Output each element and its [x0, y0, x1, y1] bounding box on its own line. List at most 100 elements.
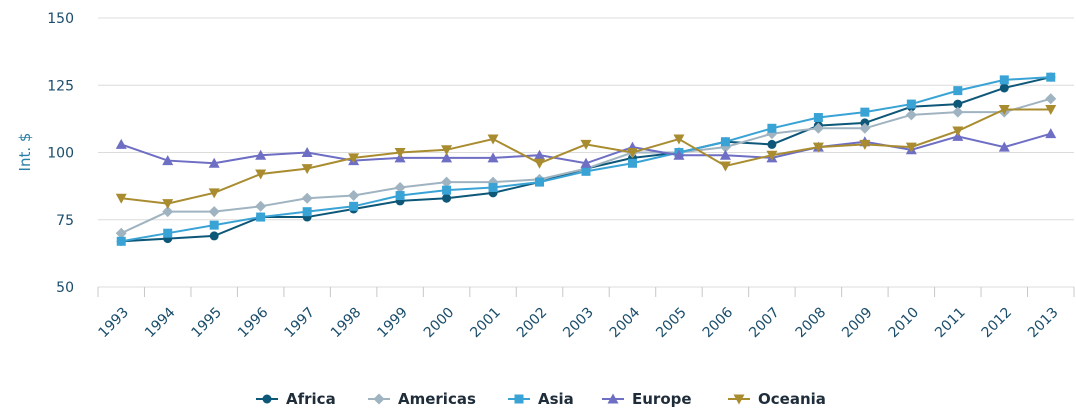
data-point-asia: [767, 123, 777, 133]
data-point-asia: [209, 220, 219, 230]
data-point-europe: [487, 152, 499, 163]
data-point-asia: [302, 207, 312, 217]
x-tick-label: 2010: [886, 305, 923, 342]
data-point-europe: [441, 152, 453, 163]
x-tick-label: 2008: [793, 305, 830, 342]
data-point-oceania: [115, 193, 127, 204]
data-point-oceania: [1045, 104, 1057, 115]
series-oceania: [115, 104, 1057, 210]
data-point-africa: [953, 99, 963, 109]
legend-item-oceania[interactable]: Oceania: [728, 390, 826, 408]
x-tick-label: 2004: [607, 304, 644, 341]
legend-item-africa[interactable]: Africa: [256, 390, 336, 408]
data-point-americas: [859, 122, 871, 134]
data-point-americas: [905, 109, 917, 121]
data-point-asia: [581, 166, 591, 176]
data-point-oceania: [626, 148, 638, 158]
data-point-oceania: [441, 145, 453, 156]
y-tick-label: 125: [47, 78, 74, 94]
x-tick-label: 2006: [700, 304, 737, 341]
data-point-africa: [209, 231, 219, 241]
x-tick-label: 2000: [421, 305, 458, 342]
x-tick-label: 2011: [932, 305, 969, 342]
data-point-americas: [255, 200, 267, 212]
data-point-asia: [488, 182, 498, 192]
data-point-oceania: [301, 164, 313, 175]
data-point-asia: [953, 86, 963, 96]
legend-item-europe[interactable]: Europe: [602, 390, 692, 408]
legend-label: Asia: [538, 390, 574, 408]
data-point-asia: [395, 191, 405, 201]
x-tick-label: 2012: [979, 305, 1016, 342]
data-point-oceania: [580, 139, 592, 150]
data-point-oceania: [255, 169, 267, 180]
data-point-oceania: [952, 126, 964, 137]
y-tick-label: 75: [56, 213, 74, 229]
legend-marker: [607, 393, 619, 404]
x-tick-label: 1998: [328, 305, 365, 342]
data-point-europe: [580, 157, 592, 168]
legend-label: Europe: [632, 390, 692, 408]
data-point-europe: [719, 149, 731, 160]
data-point-oceania: [905, 142, 917, 153]
series-asia: [116, 72, 1056, 246]
legend-marker: [262, 394, 272, 404]
data-point-oceania: [719, 161, 731, 172]
data-point-asia: [116, 236, 126, 246]
data-point-asia: [256, 212, 266, 222]
data-point-asia: [1046, 72, 1056, 82]
data-point-europe: [673, 149, 685, 160]
x-tick-label: 2009: [839, 305, 876, 342]
y-tick-label: 100: [47, 146, 74, 162]
data-point-americas: [301, 192, 313, 204]
data-point-oceania: [859, 139, 871, 150]
legend-label: Americas: [398, 390, 476, 408]
x-tick-label: 2003: [560, 305, 597, 342]
data-point-europe: [998, 141, 1010, 152]
data-point-europe: [534, 149, 546, 160]
data-point-asia: [442, 185, 452, 195]
legend-marker: [733, 394, 745, 405]
x-tick-label: 2002: [514, 305, 551, 342]
x-tick-label: 1999: [374, 305, 411, 342]
x-tick-label: 1997: [281, 305, 318, 342]
data-point-europe: [301, 147, 313, 157]
data-point-asia: [720, 137, 730, 147]
data-point-oceania: [208, 188, 220, 199]
x-tick-label: 1993: [96, 305, 133, 342]
data-point-asia: [535, 177, 545, 187]
data-point-africa: [442, 193, 452, 203]
series-layer: [115, 72, 1057, 246]
data-point-asia: [349, 201, 359, 211]
data-point-americas: [812, 122, 824, 134]
data-point-americas: [162, 206, 174, 218]
data-point-asia: [860, 107, 870, 117]
data-point-asia: [163, 228, 173, 238]
x-tick-label: 2007: [746, 305, 783, 342]
data-point-oceania: [998, 104, 1010, 115]
data-point-asia: [813, 113, 823, 123]
data-point-oceania: [766, 150, 778, 161]
y-axis-title: Int. $: [16, 133, 34, 172]
data-point-europe: [255, 149, 267, 160]
data-point-americas: [952, 106, 964, 118]
data-point-africa: [999, 83, 1009, 93]
data-point-americas: [394, 181, 406, 193]
data-point-europe: [115, 138, 127, 149]
legend-label: Africa: [286, 390, 336, 408]
data-point-oceania: [534, 158, 546, 169]
x-tick-label: 2013: [1025, 305, 1062, 342]
data-point-americas: [348, 190, 360, 202]
y-tick-label: 50: [56, 280, 74, 296]
data-point-asia: [999, 75, 1009, 85]
data-point-europe: [162, 155, 174, 166]
data-point-oceania: [812, 142, 824, 153]
x-tick-label: 2005: [653, 305, 690, 342]
legend-item-asia[interactable]: Asia: [508, 390, 574, 408]
data-point-americas: [1045, 93, 1057, 105]
legend: Africa Americas Asia Europe Oceania: [256, 390, 826, 408]
legend-marker: [373, 393, 385, 405]
legend-item-americas[interactable]: Americas: [368, 390, 476, 408]
legend-marker: [514, 394, 524, 404]
